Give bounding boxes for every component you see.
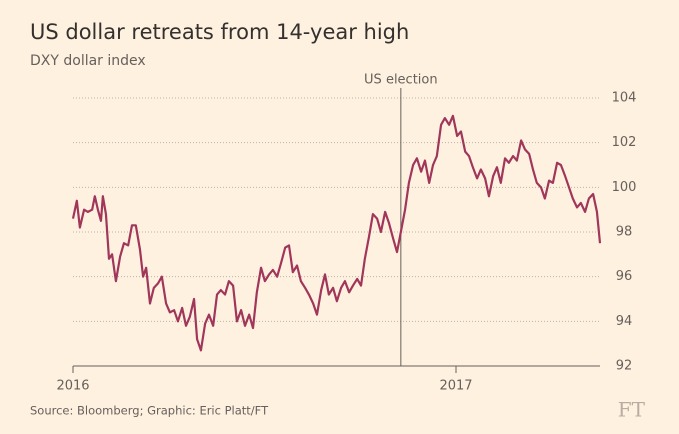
- annotation-label: US election: [364, 73, 438, 88]
- source-note: Source: Bloomberg; Graphic: Eric Platt/F…: [30, 404, 269, 418]
- chart-title: US dollar retreats from 14-year high: [30, 20, 409, 44]
- data-line: [71, 114, 602, 352]
- y-tick-label: 98: [616, 225, 633, 240]
- y-tick-label: 92: [616, 359, 633, 374]
- y-tick-label: 94: [616, 314, 633, 329]
- x-tick-label: 2017: [439, 379, 472, 394]
- y-tick-label: 102: [612, 135, 637, 150]
- logo: FT: [618, 398, 646, 422]
- y-tick-label: 104: [612, 91, 637, 106]
- y-tick-label: 96: [616, 269, 633, 284]
- chart-subtitle: DXY dollar index: [30, 53, 146, 69]
- x-tick-label: 2016: [56, 379, 89, 394]
- y-tick-label: 100: [612, 180, 637, 195]
